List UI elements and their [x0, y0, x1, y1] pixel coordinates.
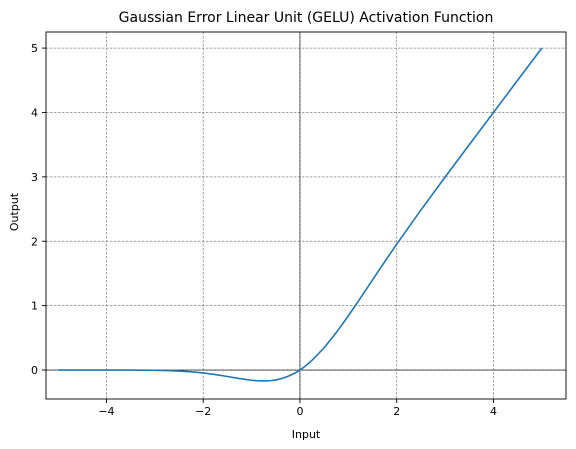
- x-tick-label: 4: [490, 405, 497, 418]
- y-axis: 0 1 2 3 4 5: [31, 42, 46, 377]
- x-tick-label: 2: [393, 405, 400, 418]
- y-tick-label: 0: [31, 364, 38, 377]
- x-tick-label: 0: [296, 405, 303, 418]
- y-tick-label: 3: [31, 171, 38, 184]
- y-tick-label: 4: [31, 106, 38, 119]
- y-tick-label: 1: [31, 300, 38, 313]
- plot-frame: [46, 32, 566, 399]
- x-axis: −4 −2 0 2 4: [98, 399, 497, 418]
- y-axis-label: Output: [8, 192, 21, 231]
- reference-lines: [46, 32, 566, 399]
- grid: [46, 32, 566, 399]
- x-axis-label: Input: [292, 428, 321, 441]
- x-tick-label: −4: [98, 405, 114, 418]
- y-tick-label: 5: [31, 42, 38, 55]
- y-tick-label: 2: [31, 235, 38, 248]
- x-tick-label: −2: [195, 405, 211, 418]
- chart-title: Gaussian Error Linear Unit (GELU) Activa…: [119, 10, 494, 26]
